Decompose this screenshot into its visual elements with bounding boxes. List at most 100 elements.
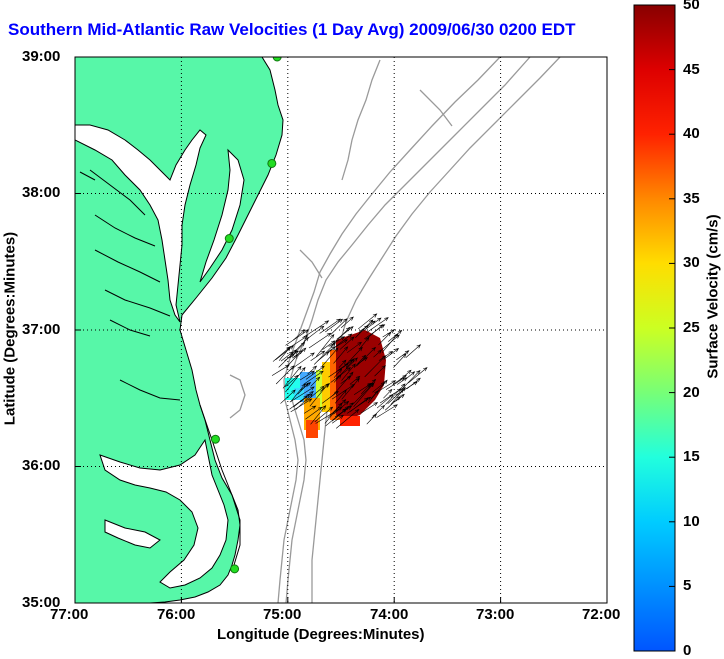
- colorbar-ticks: [669, 4, 675, 652]
- velocity-arrow: [328, 336, 346, 347]
- velocity-arrow: [367, 378, 377, 388]
- velocity-arrow: [302, 320, 330, 339]
- velocity-arrow: [355, 319, 374, 338]
- station-marker: [230, 564, 240, 574]
- colorbar-tick-label: 30: [683, 254, 700, 272]
- colorbar-tick-label: 0: [683, 642, 692, 659]
- velocity-arrow: [379, 388, 402, 404]
- velocity-arrow: [331, 414, 344, 424]
- velocity-cell: [330, 350, 340, 420]
- velocity-arrow: [300, 382, 312, 391]
- velocity-cell: [336, 330, 386, 420]
- colorbar-tick-label: 5: [683, 577, 692, 595]
- inner-river: [104, 519, 161, 549]
- velocity-arrow: [278, 346, 291, 361]
- velocity-arrow: [373, 349, 383, 358]
- grid-lines: [75, 57, 607, 603]
- velocity-cell: [340, 416, 360, 426]
- velocity-arrow: [280, 389, 296, 404]
- velocity-arrow: [292, 329, 306, 341]
- velocity-arrow: [271, 364, 290, 376]
- x-axis-label: Longitude (Degrees:Minutes): [217, 626, 425, 643]
- velocity-arrow: [357, 357, 368, 365]
- x-tick-label: 72:00: [582, 606, 621, 623]
- velocity-arrow: [305, 385, 325, 402]
- x-tick-label: 73:00: [476, 606, 515, 623]
- velocity-arrow: [340, 375, 352, 384]
- velocity-arrow: [319, 318, 341, 334]
- velocity-arrow: [366, 317, 389, 333]
- velocity-arrow: [299, 370, 316, 381]
- delmarva-lagoon: [199, 148, 245, 283]
- velocity-arrow: [346, 341, 362, 353]
- colorbar-tick-label: 25: [683, 319, 700, 336]
- velocity-arrow: [360, 382, 372, 395]
- velocity-arrow: [392, 374, 407, 385]
- colorbar-tick-label: 20: [683, 383, 700, 401]
- colorbar-label: Surface Velocity (cm/s): [704, 214, 722, 379]
- velocity-arrow: [407, 367, 428, 384]
- colorbar-tick-label: 40: [683, 125, 700, 143]
- velocity-arrow: [321, 347, 339, 367]
- velocity-arrow: [378, 331, 392, 346]
- velocity-arrow: [381, 333, 399, 353]
- x-tick-label: 74:00: [370, 606, 409, 623]
- velocity-arrow: [385, 383, 406, 405]
- velocity-arrow: [330, 318, 348, 335]
- velocity-arrow: [340, 316, 354, 328]
- velocity-arrow: [376, 380, 397, 393]
- velocity-arrow: [333, 346, 349, 364]
- velocity-arrow: [304, 405, 317, 414]
- velocity-arrow: [310, 405, 327, 425]
- velocity-arrow: [406, 371, 416, 379]
- velocity-arrow: [341, 363, 356, 381]
- velocity-arrow: [357, 313, 378, 330]
- velocity-cell: [300, 372, 320, 402]
- velocity-arrow: [371, 404, 386, 419]
- velocity-arrow: [360, 402, 379, 414]
- colorbar-tick-label: 50: [683, 0, 700, 13]
- velocity-arrow: [313, 342, 336, 365]
- velocity-arrow: [366, 413, 377, 425]
- velocity-arrow: [374, 365, 386, 377]
- velocity-arrow: [307, 365, 318, 375]
- station-marker: [210, 434, 220, 444]
- velocity-arrow: [305, 365, 325, 380]
- velocity-arrow: [320, 383, 331, 392]
- velocity-arrow: [321, 390, 339, 404]
- velocity-arrow: [395, 381, 418, 396]
- velocity-arrow: [372, 381, 386, 393]
- colorbar-tick-label: 10: [683, 512, 700, 530]
- y-tick-label: 37:00: [22, 321, 61, 338]
- albemarle-sound: [99, 438, 229, 589]
- velocity-arrow: [303, 370, 324, 385]
- velocity-arrow: [341, 377, 360, 400]
- velocity-arrow: [405, 344, 422, 358]
- velocity-arrow: [333, 374, 342, 383]
- station-marker: [224, 234, 234, 244]
- velocity-arrow: [332, 405, 350, 422]
- river-lines: [79, 169, 181, 401]
- velocity-arrow: [364, 324, 386, 340]
- velocity-cell: [294, 388, 304, 400]
- colorbar-tick-label: 35: [683, 189, 700, 207]
- velocity-arrow: [275, 365, 295, 385]
- velocity-arrow: [393, 353, 407, 368]
- velocity-arrow: [331, 383, 356, 400]
- velocity-arrow: [339, 336, 355, 350]
- chesapeake-bay: [75, 124, 207, 323]
- colorbar-tick-label: 15: [683, 448, 700, 466]
- y-tick-label: 38:00: [22, 184, 61, 201]
- velocity-arrow: [282, 365, 302, 389]
- velocity-arrow: [300, 393, 311, 403]
- colorbar: [633, 4, 676, 652]
- velocity-arrow: [275, 345, 294, 361]
- velocity-arrow: [315, 406, 343, 424]
- velocity-arrow: [305, 406, 323, 420]
- y-tick-label: 35:00: [22, 594, 61, 611]
- velocity-arrow: [285, 366, 306, 393]
- velocity-arrow: [292, 350, 304, 359]
- velocity-arrow: [327, 399, 347, 419]
- y-tick-label: 39:00: [22, 48, 61, 65]
